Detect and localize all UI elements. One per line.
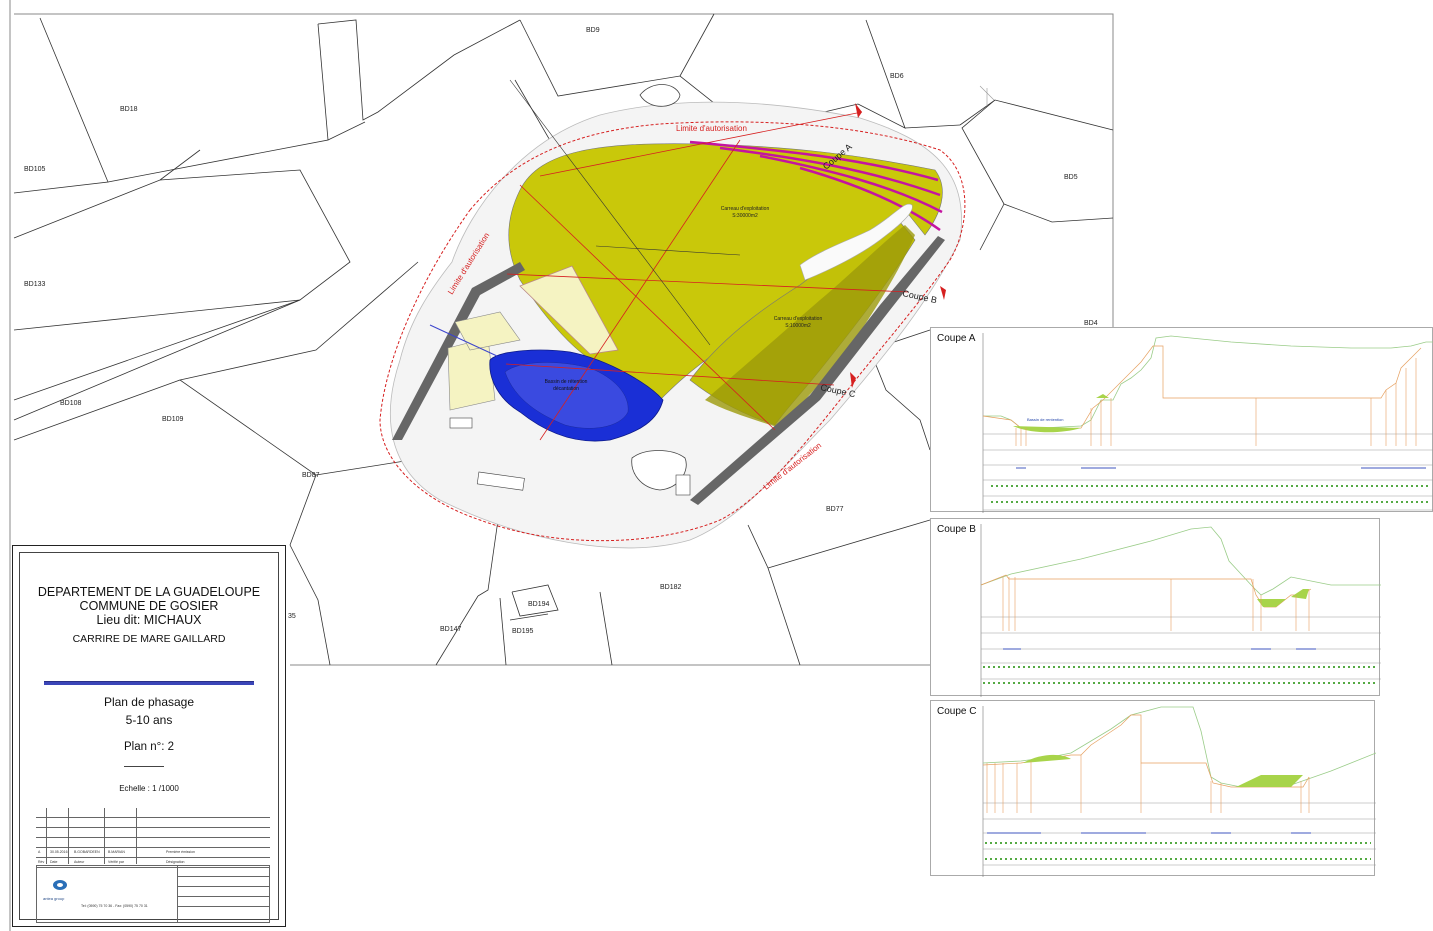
section-b-title: Coupe B — [937, 524, 976, 535]
rev-date: 30.05.2016 — [50, 850, 68, 854]
section-panel-a: Coupe A Bassin de rentention — [930, 327, 1433, 513]
col-date: Date — [50, 860, 58, 864]
col-checked: Vérifié par — [108, 860, 124, 864]
commune-title: COMMUNE DE GOSIER — [79, 599, 219, 613]
building-1 — [449, 417, 473, 429]
carriere-name: CARRIRE DE MARE GAILLARD — [72, 633, 226, 645]
parcel-label: BD194 — [528, 601, 550, 608]
company-phone: Tel: (0590) 75 70 36 - Fax: (0590) 75 70… — [81, 904, 148, 908]
section-c-profile — [982, 706, 1376, 877]
company-name: antea group — [43, 896, 65, 901]
authorization-limit — [379, 121, 966, 542]
bassin-label-l1: Bassin de rétention — [545, 379, 588, 385]
company-block: antea group Tel: (0590) 75 70 36 - Fax: … — [36, 865, 270, 923]
department-title: DEPARTEMENT DE LA GUADELOUPE — [37, 585, 261, 599]
carreau2-label-l1: Carreau d'exploitation — [774, 316, 823, 322]
parcel-label: BD182 — [660, 584, 682, 591]
coupe-b-marker-icon — [940, 286, 946, 300]
parcel-label: BD77 — [826, 506, 844, 513]
piste-grey-left — [392, 262, 525, 440]
parcel-label: BD109 — [162, 416, 184, 423]
parcel-label: 35 — [288, 613, 296, 620]
parcel-labels: BD9 BD6 BD18 BD105 BD5 BD133 BD4 BD108 B… — [24, 27, 1098, 635]
parcel-label: BD195 — [512, 628, 534, 635]
parcel-label: BD108 — [60, 400, 82, 407]
parcel-label: BD147 — [440, 626, 462, 633]
stockage-zone-3 — [519, 265, 619, 355]
section-panel-b: Coupe B — [930, 518, 1381, 697]
revision-row: A 30.05.2016 B.GOBARDEEN B.MARIAN Premiè… — [36, 848, 270, 858]
lieu-dit: Lieu dit: MICHAUX — [96, 613, 202, 627]
section-a-legend: Bassin de rentention — [1027, 417, 1064, 422]
section-panel-c: Coupe C — [930, 700, 1376, 877]
parcel-label: BD6 — [890, 73, 904, 80]
parcel-label: BD9 — [586, 27, 600, 34]
coupe-c-marker-icon — [850, 372, 856, 388]
col-author: Auteur — [74, 860, 85, 864]
parcel-label: BD105 — [24, 166, 46, 173]
building-2 — [476, 471, 525, 491]
building-3 — [675, 474, 691, 496]
blue-line — [429, 324, 498, 357]
col-desc: Désignation — [166, 860, 185, 864]
title-separator — [44, 681, 254, 685]
plan-border — [14, 13, 1114, 330]
bassin-label-l2: décantation — [553, 386, 579, 392]
limite-label-top: Limite d'autorisation — [676, 124, 747, 133]
parcel-label: BD133 — [24, 281, 46, 288]
north-arrow-icon — [979, 85, 995, 106]
banquettes-magenta — [689, 140, 943, 232]
section-a-profile — [982, 333, 1433, 513]
section-b-profile — [980, 524, 1381, 697]
plan-scale: Echelle : 1 /1000 — [119, 784, 179, 793]
hilltop-outline — [639, 84, 681, 107]
bassin-inner — [504, 362, 629, 429]
dark-section-line — [509, 79, 711, 346]
section-c-title: Coupe C — [937, 706, 977, 717]
plan-number: Plan n°: 2 — [124, 741, 174, 753]
rev-checked: B.MARIAN — [108, 850, 125, 854]
short-rule — [124, 766, 164, 767]
section-lines — [505, 111, 909, 441]
revision-header: Rév Date Auteur Vérifié par Désignation — [36, 858, 270, 868]
parcel-label: BD18 — [120, 106, 138, 113]
title-block-frame: DEPARTEMENT DE LA GUADELOUPE COMMUNE DE … — [19, 552, 279, 923]
carreau1-label-l2: S:30000m2 — [732, 213, 758, 219]
rev-desc: Première émission — [166, 850, 195, 854]
antea-logo-icon — [53, 880, 67, 890]
coupe-a-marker-icon — [855, 103, 862, 118]
revision-table: A 30.05.2016 B.GOBARDEEN B.MARIAN Premiè… — [36, 808, 270, 868]
piste-grey-right — [690, 236, 945, 505]
parcel-label: BD87 — [302, 472, 320, 479]
plan-period: 5-10 ans — [125, 713, 173, 727]
section-a-title: Coupe A — [937, 333, 976, 344]
carreau1-label-l1: Carreau d'exploitation — [721, 206, 770, 212]
title-block: DEPARTEMENT DE LA GUADELOUPE COMMUNE DE … — [12, 545, 286, 927]
dark-arrow — [595, 245, 741, 256]
banquettes-hatched — [705, 225, 915, 428]
col-rev: Rév — [38, 860, 45, 864]
parcel-label: BD4 — [1084, 320, 1098, 327]
rev-ind: A — [38, 850, 41, 854]
plan-title: Plan de phasage — [103, 695, 195, 709]
piste-interne — [799, 203, 913, 281]
rev-author: B.GOBARDEEN — [74, 850, 100, 854]
parcel-label: BD5 — [1064, 174, 1078, 181]
carreau2-label-l2: S:10000m2 — [785, 323, 811, 329]
